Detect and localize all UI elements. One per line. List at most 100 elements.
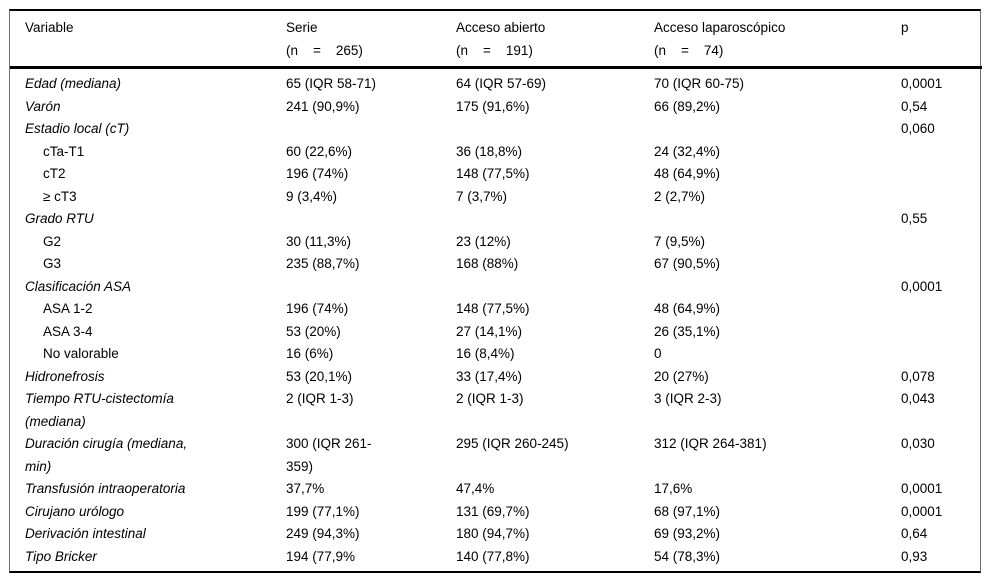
table-body: Edad (mediana) 65 (IQR 58-71) 64 (IQR 57-6… (10, 68, 982, 572)
header-row: Variable Serie (n = 265) Acceso abierto … (10, 11, 982, 69)
cell-laparoscopico: 0 (654, 346, 662, 361)
cell-abierto: 23 (12%) (456, 233, 511, 249)
cell-p (901, 141, 982, 164)
cell-p: 0,060 (901, 121, 935, 136)
cell-p (901, 253, 982, 276)
table-header: Variable Serie (n = 265) Acceso abierto … (10, 11, 982, 69)
cell-variable: No valorable (43, 346, 119, 361)
cell-variable: Edad (mediana) (25, 76, 122, 91)
cell-abierto: 295 (IQR 260-245) (456, 436, 569, 451)
cell-serie (286, 276, 456, 299)
cell-p: 0,64 (901, 526, 928, 541)
cell-serie: 16 (6%) (286, 346, 334, 361)
cell-abierto: 36 (18,8%) (456, 143, 523, 159)
cell-serie: 60 (22,6%) (286, 143, 353, 159)
cell-variable: ASA 1-2 (43, 301, 93, 316)
cell-laparoscopico (654, 118, 901, 141)
cell-p: 0,043 (901, 391, 935, 406)
table-row: Estadio local (cT) 0,060 (10, 118, 982, 141)
table-row: Clasificación ASA 0,0001 (10, 276, 982, 299)
table-row: Edad (mediana) 65 (IQR 58-71) 64 (IQR 57-6… (10, 68, 982, 96)
table-row: Cirujano urólogo 199 (77,1%) 131 (69,7%) 68… (10, 501, 982, 524)
cell-p: 0,0001 (901, 76, 943, 91)
cell-variable: Estadio local (cT) (25, 121, 130, 136)
cell-serie: 53 (20,1%) (286, 368, 353, 384)
cell-laparoscopico: 69 (93,2%) (654, 526, 721, 541)
column-header-serie: Serie (n = 265) (286, 11, 456, 69)
table-row: Tiempo RTU-cistectomía (mediana) 2 (IQR 1… (10, 388, 982, 433)
column-header-variable: Variable (10, 11, 286, 69)
cell-variable: Tiempo RTU-cistectomía (mediana) (25, 391, 174, 429)
cell-laparoscopico (654, 276, 901, 299)
comparison-table-frame: Variable Serie (n = 265) Acceso abierto … (9, 9, 982, 573)
cell-laparoscopico: 24 (32,4%) (654, 143, 721, 159)
cell-abierto: 140 (77,8%) (456, 548, 530, 564)
cell-p: 0,93 (901, 548, 928, 564)
cell-serie: 196 (74%) (286, 166, 349, 181)
cell-p (901, 298, 982, 321)
cell-laparoscopico: 67 (90,5%) (654, 256, 721, 271)
cell-serie: 9 (3,4%) (286, 188, 338, 204)
cell-variable: G3 (43, 256, 62, 271)
cell-serie: 30 (11,3%) (286, 233, 352, 249)
cell-laparoscopico: 26 (35,1%) (654, 323, 721, 339)
cell-abierto: 148 (77,5%) (456, 166, 530, 181)
cell-serie: 241 (90,9%) (286, 98, 360, 114)
column-header-acceso-laparoscopico: Acceso laparoscópico (n = 74) (654, 11, 901, 69)
cell-variable: Grado RTU (25, 211, 94, 226)
cell-abierto: 33 (17,4%) (456, 368, 523, 384)
cell-p: 0,030 (901, 436, 935, 451)
cell-variable: Hidronefrosis (25, 368, 105, 384)
table-row: No valorable 16 (6%) 16 (8,4%) 0 (10, 343, 982, 366)
table-row: Tipo Bricker 194 (77,9% 140 (77,8%) 54 (78,… (10, 546, 982, 572)
cell-variable: ≥ cT3 (43, 188, 77, 204)
cell-abierto: 7 (3,7%) (456, 188, 508, 204)
table-row: Varón 241 (90,9%) 175 (91,6%) 66 (89,2%) 0,5… (10, 96, 982, 119)
cell-variable: Transfusión intraoperatoria (25, 481, 186, 496)
cell-p: 0,078 (901, 368, 935, 384)
cell-laparoscopico: 68 (97,1%) (654, 503, 721, 519)
cell-abierto: 168 (88%) (456, 256, 519, 271)
cell-abierto (456, 276, 654, 299)
cell-p (901, 186, 982, 209)
cell-laparoscopico: 3 (IQR 2-3) (654, 391, 722, 406)
column-header-p: p (901, 11, 982, 69)
cell-abierto (456, 118, 654, 141)
cell-serie (286, 118, 456, 141)
cell-serie: 194 (77,9% (286, 548, 356, 564)
table-row: Transfusión intraoperatoria 37,7% 47,4% 17,… (10, 478, 982, 501)
cell-abierto: 148 (77,5%) (456, 301, 530, 316)
table-row: Derivación intestinal 249 (94,3%) 180 (94,… (10, 523, 982, 546)
cell-serie: 37,7% (286, 481, 325, 496)
cell-laparoscopico: 7 (9,5%) (654, 233, 706, 249)
cell-laparoscopico: 48 (64,9%) (654, 301, 721, 316)
cell-abierto: 175 (91,6%) (456, 98, 530, 114)
cell-serie: 2 (IQR 1-3) (286, 391, 354, 406)
cell-serie: 235 (88,7%) (286, 256, 360, 271)
table-row: G2 30 (11,3%) 23 (12%) 7 (9,5%) (10, 231, 982, 254)
cell-abierto (456, 208, 654, 231)
cell-laparoscopico: 48 (64,9%) (654, 166, 721, 181)
cell-p (901, 343, 982, 366)
cell-abierto: 47,4% (456, 481, 495, 496)
table-row: ASA 1-2 196 (74%) 148 (77,5%) 48 (64,9%) (10, 298, 982, 321)
table-row: Duración cirugía (mediana, min) 300 (IQR … (10, 433, 982, 478)
cell-laparoscopico (654, 208, 901, 231)
cell-variable: ASA 3-4 (43, 323, 93, 339)
cell-laparoscopico: 312 (IQR 264-381) (654, 436, 767, 451)
cell-abierto: 16 (8,4%) (456, 346, 515, 361)
cell-serie: 300 (IQR 261- 359) (286, 436, 372, 474)
cell-serie: 249 (94,3%) (286, 526, 360, 541)
cell-variable: Derivación intestinal (25, 526, 146, 541)
cell-p: 0,0001 (901, 503, 943, 519)
cell-laparoscopico: 66 (89,2%) (654, 98, 721, 114)
cell-serie: 65 (IQR 58-71) (286, 76, 377, 91)
cell-variable: cTa-T1 (43, 143, 85, 159)
cell-laparoscopico: 20 (27%) (654, 368, 709, 384)
cell-p: 0,54 (901, 98, 928, 114)
cell-serie: 196 (74%) (286, 301, 349, 316)
column-header-acceso-abierto: Acceso abierto (n = 191) (456, 11, 654, 69)
table-row: G3 235 (88,7%) 168 (88%) 67 (90,5%) (10, 253, 982, 276)
cell-p (901, 321, 982, 344)
